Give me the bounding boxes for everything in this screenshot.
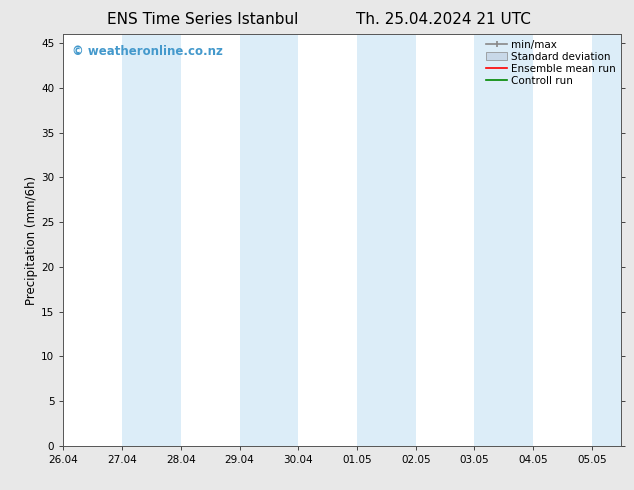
Bar [592, 34, 621, 446]
Text: Th. 25.04.2024 21 UTC: Th. 25.04.2024 21 UTC [356, 12, 531, 27]
Text: ENS Time Series Istanbul: ENS Time Series Istanbul [107, 12, 299, 27]
Bar [122, 34, 181, 446]
Bar [357, 34, 416, 446]
Legend: min/max, Standard deviation, Ensemble mean run, Controll run: min/max, Standard deviation, Ensemble me… [484, 37, 618, 88]
Text: © weatheronline.co.nz: © weatheronline.co.nz [72, 45, 223, 58]
Bar [240, 34, 299, 446]
Y-axis label: Precipitation (mm/6h): Precipitation (mm/6h) [25, 175, 38, 305]
Bar [474, 34, 533, 446]
